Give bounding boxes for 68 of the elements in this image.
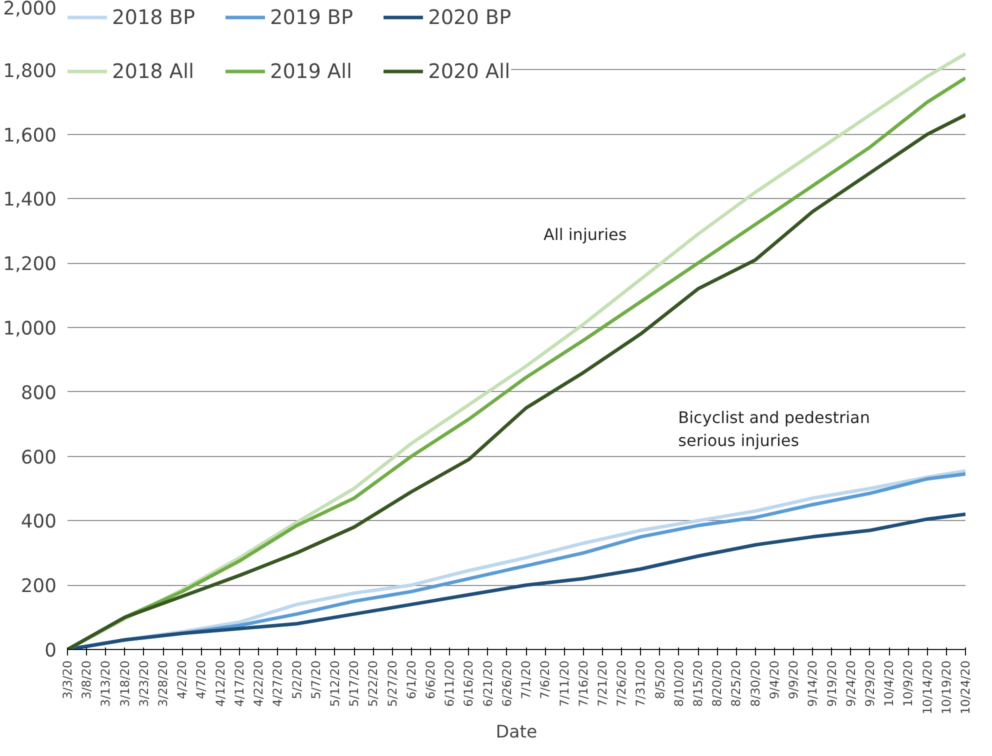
x-tick-label: 9/14/20: [806, 660, 820, 707]
y-tick-label: 0: [44, 640, 57, 662]
legend-label: 2018 BP: [112, 5, 196, 29]
x-tick-label: 7/6/20: [538, 660, 552, 700]
x-tick-label: 9/9/20: [786, 660, 801, 700]
x-tick-label: 8/5/20: [652, 660, 667, 700]
x-tick-label: 10/19/20: [939, 660, 954, 714]
x-tick-label: 4/17/20: [232, 660, 246, 707]
x-tick-label: 4/12/20: [213, 660, 228, 707]
x-tick-label: 3/13/20: [98, 660, 113, 707]
x-tick-label: 10/9/20: [901, 660, 916, 707]
x-tick-label: 6/26/20: [500, 660, 514, 707]
x-tick-label: 3/23/20: [136, 660, 151, 707]
y-tick-label: 1,600: [3, 125, 57, 146]
x-tick-label: 6/11/20: [442, 660, 457, 707]
x-tick-label: 5/12/20: [328, 660, 342, 707]
x-tick-label: 5/17/20: [347, 660, 362, 707]
x-tick-label: 7/21/20: [595, 660, 610, 707]
x-tick-label: 7/31/20: [634, 660, 648, 707]
y-tick-label: 1,800: [3, 60, 57, 82]
x-tick-label: 5/22/20: [366, 660, 380, 707]
x-tick-label: 4/2/20: [175, 660, 190, 700]
x-tick-label: 10/4/20: [882, 660, 896, 707]
x-tick-label: 6/21/20: [480, 660, 495, 707]
x-tick-label: 9/29/20: [862, 660, 877, 707]
x-tick-label: 4/22/20: [252, 660, 266, 707]
y-tick-label: 600: [20, 447, 56, 468]
y-tick-label: 1,000: [3, 318, 57, 340]
x-tick-label: 9/19/20: [824, 660, 839, 707]
annotation: Bicyclist and pedestrian serious injuries: [678, 408, 870, 450]
legend-label: 2019 All: [270, 59, 352, 83]
x-tick-label: 6/1/20: [404, 660, 418, 700]
x-tick-label: 9/4/20: [767, 660, 782, 700]
y-tick-label: 800: [20, 382, 56, 404]
legend-label: 2020 BP: [428, 5, 512, 29]
x-tick-label: 7/1/20: [519, 660, 534, 700]
y-tick-label: 2,000: [3, 0, 57, 20]
legend-label: 2019 BP: [270, 5, 354, 29]
annotation: All injuries: [543, 224, 627, 244]
x-tick-label: 8/10/20: [672, 660, 686, 707]
x-tick-label: 7/26/20: [614, 660, 629, 707]
legend-label: 2020 All: [428, 59, 510, 83]
x-tick-label: 10/24/20: [958, 660, 972, 714]
x-tick-label: 8/15/20: [691, 660, 706, 707]
x-tick-label: 5/2/20: [290, 660, 304, 700]
x-tick-label: 8/30/20: [748, 660, 762, 707]
x-tick-label: 6/6/20: [424, 660, 438, 700]
x-tick-label: 8/25/20: [729, 660, 744, 707]
x-tick-label: 3/18/20: [118, 660, 132, 707]
x-tick-label: 7/16/20: [576, 660, 590, 707]
x-axis-title: Date: [496, 722, 538, 742]
legend-label: 2018 All: [112, 59, 194, 83]
x-tick-label: 9/24/20: [844, 660, 858, 707]
x-tick-label: 6/16/20: [462, 660, 476, 707]
x-tick-label: 10/14/20: [920, 660, 934, 714]
x-tick-label: 4/27/20: [270, 660, 285, 707]
y-tick-label: 1,400: [3, 190, 57, 211]
y-tick-label: 200: [20, 576, 56, 598]
x-tick-label: 7/11/20: [557, 660, 572, 707]
x-tick-label: 3/8/20: [80, 660, 94, 700]
y-tick-label: 1,200: [3, 254, 57, 276]
x-tick-label: 5/7/20: [308, 660, 323, 700]
x-tick-label: 5/27/20: [385, 660, 400, 707]
x-tick-label: 3/28/20: [156, 660, 170, 707]
x-tick-label: 3/3/20: [60, 660, 74, 700]
x-tick-label: 4/7/20: [194, 660, 208, 700]
y-tick-label: 400: [20, 512, 56, 533]
x-tick-label: 8/20/20: [710, 660, 724, 707]
